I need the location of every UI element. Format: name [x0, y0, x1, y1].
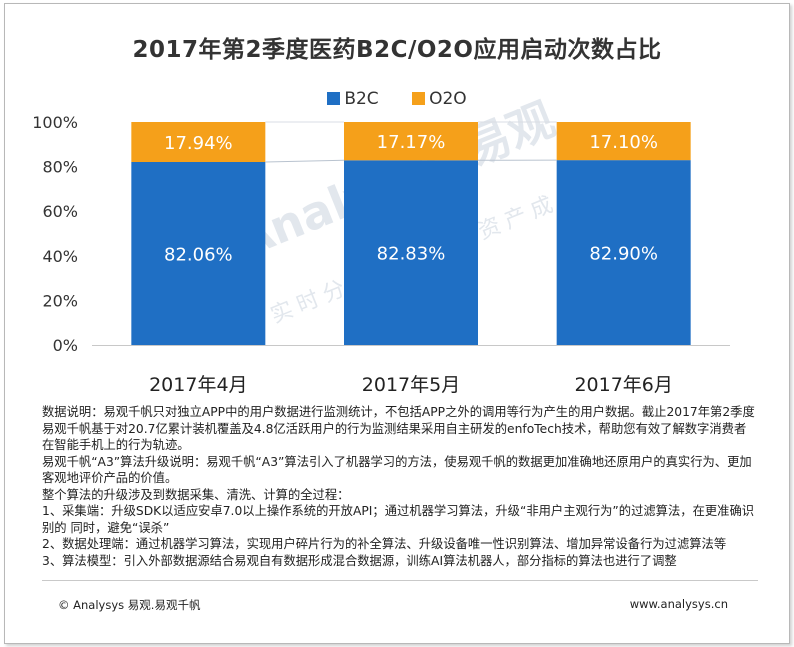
data-label-o2o: 17.10%: [589, 132, 658, 153]
bar-o2o-3: [556, 122, 691, 161]
x-tick-label: 2017年5月: [362, 374, 460, 396]
note-line: 整个算法的升级涉及到数据采集、清洗、计算的全过程：: [42, 487, 350, 502]
website-url: www.analysys.cn: [629, 597, 728, 611]
data-label-b2c: 82.06%: [164, 245, 233, 266]
bar-b2c-1: [131, 162, 266, 345]
legend-label-o2o: O2O: [429, 89, 467, 109]
data-notes: 数据说明：易观千帆只对独立APP中的用户数据进行监测统计，不包括APP之外的调用…: [42, 404, 758, 569]
data-label-o2o: 17.94%: [164, 133, 233, 154]
y-tick-label: 100%: [32, 113, 78, 132]
legend-label-b2c: B2C: [344, 89, 379, 109]
legend-swatch-o2o: [412, 92, 426, 105]
data-label-b2c: 82.90%: [589, 244, 658, 265]
y-tick-label: 0%: [53, 336, 78, 355]
series-connector-line: [265, 159, 345, 163]
x-tick-label: 2017年6月: [574, 374, 672, 396]
x-tick-label: 2017年4月: [149, 374, 247, 396]
bar-o2o-1: [131, 122, 266, 163]
legend-item-o2o: O2O: [412, 89, 467, 109]
footer-divider: [42, 580, 758, 581]
bar-b2c-2: [344, 160, 478, 345]
chart-legend: B2C O2O: [0, 89, 794, 109]
y-tick-label: 80%: [42, 158, 78, 177]
data-label-b2c: 82.83%: [377, 244, 446, 265]
bar-o2o-2: [344, 122, 478, 161]
data-label-o2o: 17.17%: [377, 132, 446, 153]
note-line: 2、数据处理端：通过机器学习算法，实现用户碎片行为的补全算法、升级设备唯一性识别…: [42, 537, 727, 551]
legend-item-b2c: B2C: [327, 89, 379, 109]
bar-b2c-3: [556, 160, 691, 345]
note-line: 1、采集端：升级SDK以适应安卓7.0以上操作系统的开放API；通过机器学习算法…: [42, 504, 755, 535]
y-tick-label: 60%: [42, 202, 78, 221]
y-tick-label: 20%: [42, 291, 78, 310]
stacked-bar-chart: 0% 20% 40% 60% 80% 100% 82.06% 17.94% 2017年4月 82.…: [32, 113, 730, 396]
note-line: 数据说明：易观千帆只对独立APP中的用户数据进行监测统计，不包括APP之外的调用…: [42, 405, 755, 452]
copyright: © Analysys 易观.易观千帆: [58, 598, 201, 612]
note-line: 易观千帆“A3”算法升级说明：易观千帆“A3”算法引入了机器学习的方法，使易观千…: [42, 454, 752, 486]
chart-title: 2017年第2季度医药B2C/O2O应用启动次数占比: [132, 37, 662, 63]
note-line: 3、算法模型：引入外部数据源结合易观自有数据形成混合数据源，训练AI算法机器人，…: [42, 553, 677, 568]
legend-swatch-b2c: [327, 92, 341, 105]
y-tick-label: 40%: [42, 247, 78, 266]
